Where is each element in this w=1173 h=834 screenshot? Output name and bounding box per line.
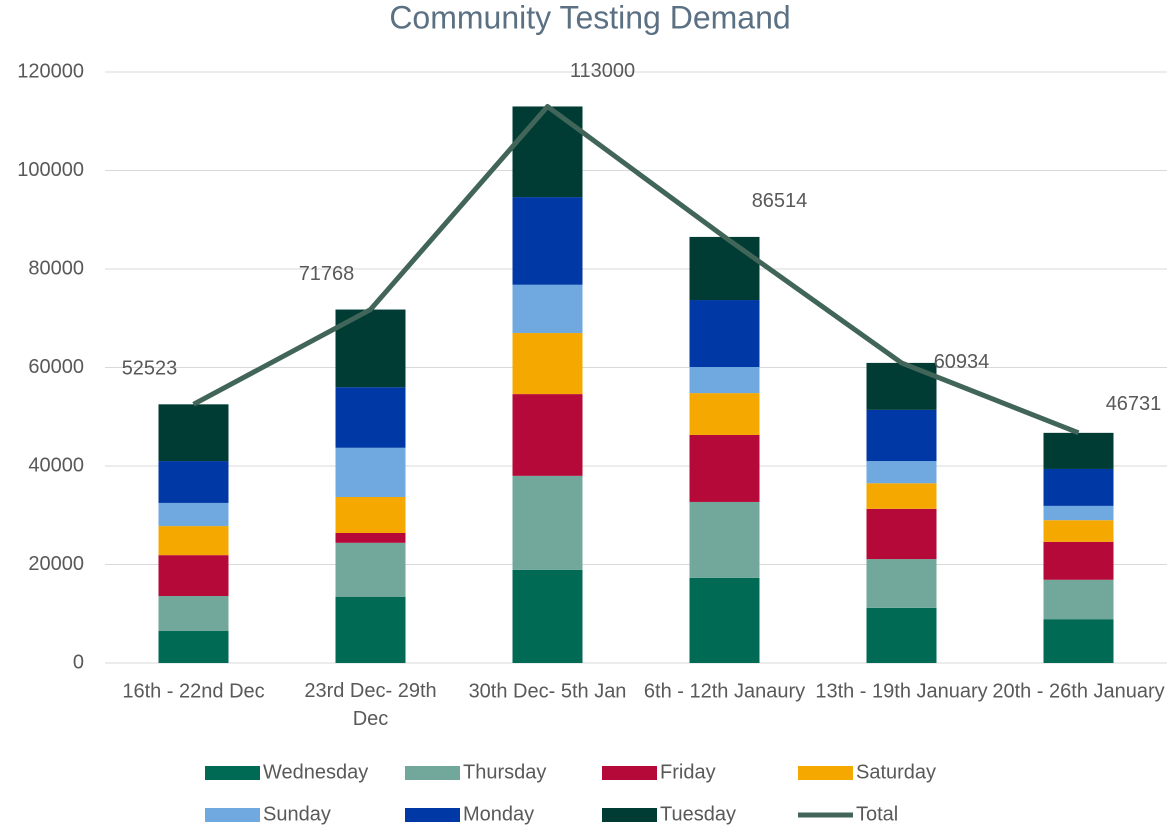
- bar-segment: [689, 434, 760, 502]
- y-tick-label: 80000: [28, 257, 84, 279]
- legend-label: Friday: [660, 761, 716, 783]
- bar-segment: [512, 197, 583, 285]
- x-tick-label: 30th Dec- 5th Jan: [469, 680, 627, 702]
- bar-segment: [512, 569, 583, 663]
- bar-segment: [866, 607, 937, 663]
- legend-swatch: [405, 808, 460, 822]
- bar-segment: [866, 508, 937, 560]
- bar-segment: [335, 542, 406, 598]
- bar-segment: [1043, 520, 1114, 542]
- bar-segment: [335, 597, 406, 663]
- bar-segment: [866, 461, 937, 484]
- legend-swatch: [205, 766, 260, 780]
- y-tick-label: 120000: [17, 60, 84, 82]
- data-label: 60934: [934, 351, 990, 373]
- bar-segment: [1043, 432, 1114, 469]
- bar-segment: [335, 497, 406, 533]
- legend-label: Saturday: [856, 761, 936, 783]
- bar-segment: [158, 630, 229, 663]
- bar-segment: [1043, 505, 1114, 521]
- data-label: 71768: [299, 263, 355, 285]
- bar-segment: [866, 559, 937, 608]
- legend-swatch: [602, 808, 657, 822]
- bar-segment: [158, 555, 229, 597]
- total-line: [192, 103, 1080, 436]
- legend-label: Thursday: [463, 761, 546, 783]
- legend-swatch: [205, 808, 260, 822]
- bar-segment: [512, 106, 583, 198]
- legend-swatch: [798, 766, 853, 780]
- y-tick-label: 40000: [28, 454, 84, 476]
- bar-segment: [335, 387, 406, 448]
- bar-segment: [1043, 619, 1114, 663]
- bar-segment: [866, 409, 937, 462]
- data-label: 52523: [122, 358, 178, 380]
- y-tick-label: 100000: [17, 159, 84, 181]
- legend-swatch: [602, 766, 657, 780]
- x-tick-label: 6th - 12th Janaury: [644, 680, 805, 702]
- y-tick-label: 20000: [28, 553, 84, 575]
- bar-segment: [1043, 468, 1114, 506]
- legend-label: Sunday: [263, 803, 331, 825]
- y-tick-label: 60000: [28, 356, 84, 378]
- legend-swatch: [405, 766, 460, 780]
- x-tick-label: 20th - 26th January: [992, 680, 1164, 702]
- bar-segment: [512, 333, 583, 395]
- legend-label: Wednesday: [263, 761, 368, 783]
- bar-segment: [512, 394, 583, 476]
- chart-title: Community Testing Demand: [389, 0, 790, 35]
- data-label: 86514: [752, 190, 808, 212]
- bar-segment: [158, 596, 229, 631]
- bar-segment: [866, 483, 937, 509]
- bar-segment: [689, 501, 760, 578]
- bar-segment: [512, 284, 583, 334]
- legend-label: Total: [856, 803, 898, 825]
- bar-segment: [335, 447, 406, 498]
- bar-segment: [158, 461, 229, 503]
- legend-label: Monday: [463, 803, 534, 825]
- bar-segment: [1043, 541, 1114, 580]
- bar-segment: [512, 475, 583, 570]
- legend-label: Tuesday: [660, 803, 736, 825]
- bar-segment: [158, 526, 229, 556]
- bar-segment: [689, 300, 760, 368]
- bar-segment: [158, 404, 229, 462]
- x-tick-label: 23rd Dec- 29th Dec: [304, 680, 436, 730]
- bar-segment: [689, 367, 760, 394]
- bar-segment: [689, 393, 760, 435]
- bar-segment: [1043, 579, 1114, 620]
- x-tick-label: 13th - 19th January: [815, 680, 987, 702]
- bar-segment: [335, 532, 406, 543]
- y-tick-label: 0: [73, 651, 84, 673]
- bar-segment: [689, 577, 760, 663]
- data-label: 113000: [570, 60, 635, 82]
- x-tick-label: 16th - 22nd Dec: [122, 680, 264, 702]
- data-label: 46731: [1106, 393, 1162, 415]
- bar-segment: [158, 502, 229, 527]
- bar-segment: [689, 236, 760, 301]
